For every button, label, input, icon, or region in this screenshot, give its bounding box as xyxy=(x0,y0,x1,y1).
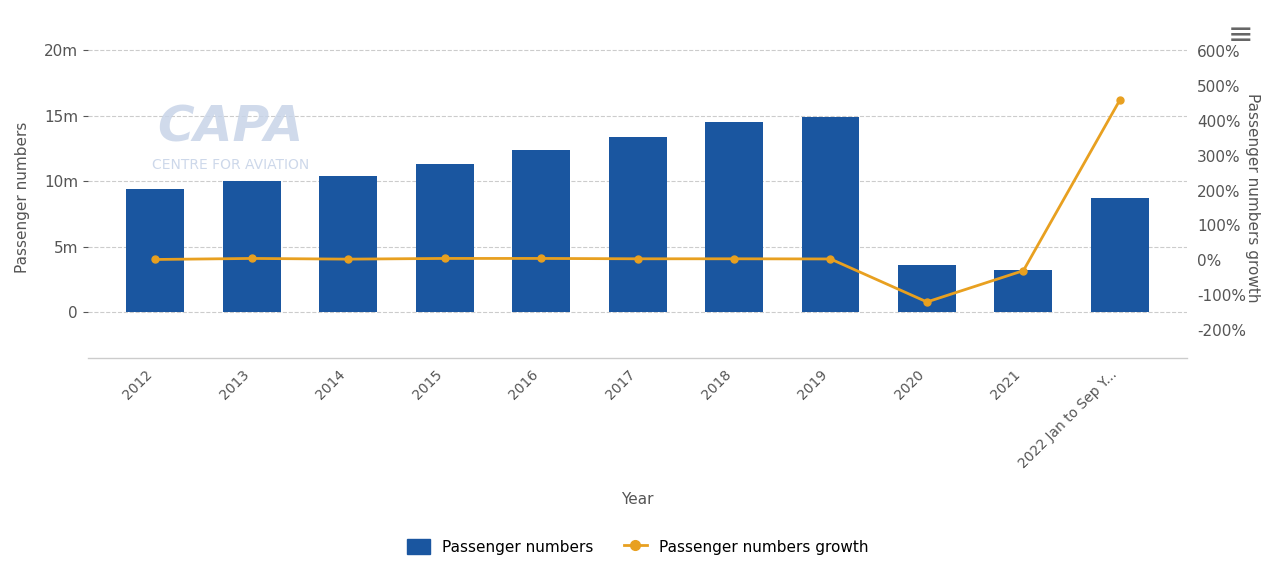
Bar xyxy=(802,117,859,312)
Bar xyxy=(126,189,184,312)
Bar xyxy=(898,265,956,312)
Bar xyxy=(705,122,762,312)
Bar xyxy=(1091,198,1149,312)
Text: CENTRE FOR AVIATION: CENTRE FOR AVIATION xyxy=(152,158,310,172)
Legend: Passenger numbers, Passenger numbers growth: Passenger numbers, Passenger numbers gro… xyxy=(400,532,875,561)
Bar xyxy=(319,176,377,312)
Bar xyxy=(513,150,570,312)
Text: CAPA: CAPA xyxy=(158,103,303,151)
Text: ≡: ≡ xyxy=(1228,21,1253,50)
Y-axis label: Passenger numbers growth: Passenger numbers growth xyxy=(1244,93,1260,302)
Bar xyxy=(608,137,667,312)
Bar xyxy=(223,181,280,312)
Bar xyxy=(994,270,1052,312)
Bar xyxy=(416,164,473,312)
Y-axis label: Passenger numbers: Passenger numbers xyxy=(15,122,31,273)
X-axis label: Year: Year xyxy=(621,492,654,507)
